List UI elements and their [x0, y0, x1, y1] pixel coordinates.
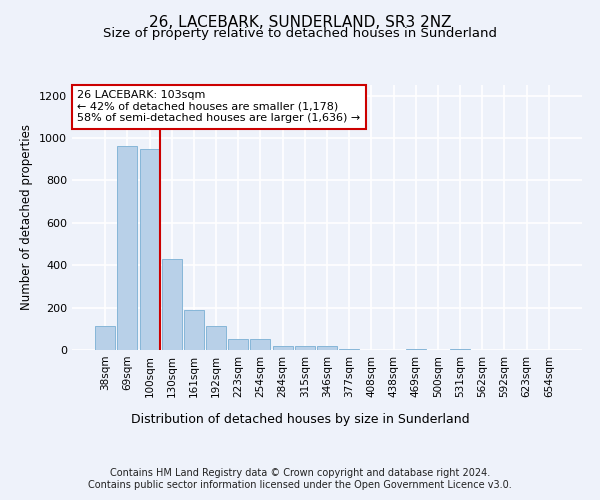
Bar	[250, 340, 271, 350]
Bar	[140, 148, 160, 350]
Bar	[450, 349, 470, 350]
Bar	[228, 340, 248, 350]
Text: 26 LACEBARK: 103sqm
← 42% of detached houses are smaller (1,178)
58% of semi-det: 26 LACEBARK: 103sqm ← 42% of detached ho…	[77, 90, 361, 124]
Bar	[317, 346, 337, 350]
Text: Contains HM Land Registry data © Crown copyright and database right 2024.
Contai: Contains HM Land Registry data © Crown c…	[88, 468, 512, 490]
Bar	[272, 346, 293, 350]
Bar	[184, 310, 204, 350]
Text: 26, LACEBARK, SUNDERLAND, SR3 2NZ: 26, LACEBARK, SUNDERLAND, SR3 2NZ	[149, 15, 451, 30]
Bar	[339, 349, 359, 350]
Bar	[406, 349, 426, 350]
Bar	[95, 326, 115, 350]
Bar	[295, 346, 315, 350]
Bar	[206, 326, 226, 350]
Text: Size of property relative to detached houses in Sunderland: Size of property relative to detached ho…	[103, 28, 497, 40]
Text: Distribution of detached houses by size in Sunderland: Distribution of detached houses by size …	[131, 412, 469, 426]
Bar	[162, 259, 182, 350]
Bar	[118, 146, 137, 350]
Y-axis label: Number of detached properties: Number of detached properties	[20, 124, 34, 310]
